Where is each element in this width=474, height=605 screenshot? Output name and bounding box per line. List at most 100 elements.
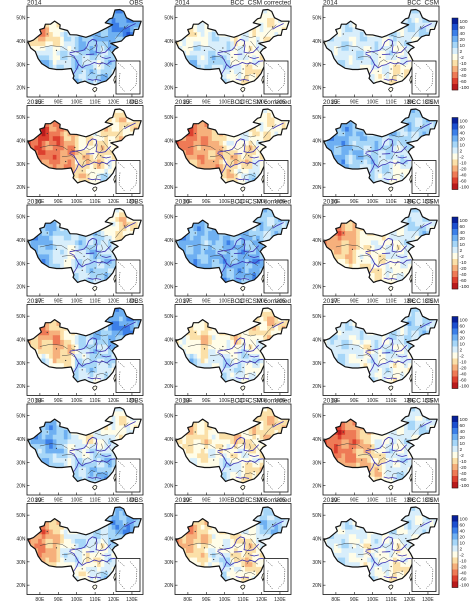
china-outline — [323, 307, 438, 384]
colorbar-swatch — [452, 147, 458, 154]
colorbar-swatch — [452, 533, 458, 540]
china-outline — [323, 406, 438, 484]
lon-tick-label: 130E — [274, 498, 286, 504]
lat-tick-label: 30N — [312, 261, 322, 267]
map-panel-2015-bcc-csm: 2015 BCC_CSM 50N 40N 30N 20N 80E 90E 100E 110E 120… — [312, 99, 440, 205]
lon-tick-label: 110E — [89, 597, 101, 603]
lat-tick-label: 20N — [312, 384, 322, 390]
south-china-sea-inset — [411, 359, 437, 393]
lon-tick-label: 80E — [183, 498, 193, 504]
colorbar-tick-label: -100 — [460, 483, 470, 489]
lon-tick-label: 90E — [54, 498, 64, 504]
lat-tick-label: 30N — [312, 361, 322, 367]
lon-tick-label: 90E — [54, 100, 64, 106]
colorbar-swatch — [452, 527, 458, 534]
lon-tick-label: 100E — [367, 100, 379, 106]
colorbar-swatch — [452, 334, 458, 341]
colorbar-swatch — [452, 141, 458, 148]
colorbar-tick-label: -20 — [460, 365, 467, 371]
lat-tick-label: 30N — [164, 162, 174, 168]
lon-tick-label: 90E — [202, 597, 212, 603]
lon-tick-label: 100E — [367, 597, 379, 603]
lat-tick-label: 30N — [312, 560, 322, 566]
lon-tick-label: 120E — [404, 100, 416, 106]
colorbar-swatch — [452, 346, 458, 353]
lon-tick-label: 120E — [256, 398, 268, 404]
colorbar-tick-label: 2 — [460, 248, 463, 254]
lon-tick-label: 120E — [404, 299, 416, 305]
lon-tick-label: 90E — [54, 299, 64, 305]
lon-tick-label: 80E — [183, 597, 193, 603]
colorbar-tick-label: -10 — [460, 558, 467, 564]
colorbar-swatch — [452, 223, 458, 230]
colorbar-tick-label: -10 — [460, 61, 467, 67]
colorbar-swatch — [452, 123, 458, 130]
colorbar-tick-label: -2 — [460, 254, 465, 260]
colorbar-tick-label: -10 — [460, 359, 467, 365]
lat-tick-label: 50N — [312, 215, 322, 221]
colorbar-swatch — [452, 247, 458, 254]
colorbar-tick-label: -20 — [460, 266, 467, 272]
colorbar-tick-label: 20 — [460, 435, 466, 441]
colorbar-swatch — [452, 271, 458, 278]
colorbar-tick-label: -20 — [460, 67, 467, 73]
lon-tick-label: 130E — [422, 100, 434, 106]
colorbar-tick-label: 20 — [460, 335, 466, 341]
lon-tick-label: 100E — [219, 199, 231, 205]
colorbar-tick-label: 10 — [460, 242, 466, 248]
china-outline — [27, 8, 142, 86]
colorbar-tick-label: 40 — [460, 31, 466, 37]
panel-year-label: 2018 — [175, 398, 190, 405]
lon-tick-label: 120E — [256, 299, 268, 305]
china-outline — [175, 406, 290, 484]
colorbar-tick-label: -60 — [460, 178, 467, 184]
colorbar-tick-label: -40 — [460, 172, 467, 178]
lat-tick-label: 40N — [312, 39, 322, 45]
lon-tick-label: 130E — [274, 597, 286, 603]
lon-tick-label: 110E — [237, 299, 249, 305]
china-outline — [323, 506, 438, 583]
colorbar-tick-label: -60 — [460, 278, 467, 284]
china-outline — [27, 307, 142, 384]
map-panel-2014-bcc-csm: 2014 BCC_CSM 50N 40N 30N 20N 80E 90E 100E 110E 120… — [312, 0, 440, 106]
panel-year-label: 2019 — [27, 497, 42, 504]
lon-tick-label: 130E — [274, 100, 286, 106]
lat-tick-label: 20N — [164, 285, 174, 291]
lon-tick-label: 100E — [367, 299, 379, 305]
lon-tick-label: 130E — [126, 398, 138, 404]
colorbar-swatch — [452, 48, 458, 55]
lon-tick-label: 110E — [89, 100, 101, 106]
colorbar-tick-label: 100 — [460, 317, 468, 323]
lat-tick-label: 30N — [312, 460, 322, 466]
lat-tick-label: 50N — [164, 314, 174, 320]
lon-tick-label: 120E — [256, 498, 268, 504]
colorbar-swatch — [452, 563, 458, 570]
colorbar-tick-label: 20 — [460, 236, 466, 242]
lat-tick-label: 20N — [312, 285, 322, 291]
south-china-sea-inset — [115, 259, 141, 294]
south-china-sea-inset — [115, 60, 141, 95]
colorbar-swatch — [452, 217, 458, 224]
panel-year-label: 2015 — [323, 99, 338, 106]
lat-tick-label: 40N — [312, 238, 322, 244]
lon-tick-label: 100E — [367, 398, 379, 404]
lon-tick-label: 120E — [108, 398, 120, 404]
colorbar-tick-label: 10 — [460, 441, 466, 447]
lon-tick-label: 80E — [35, 299, 45, 305]
lon-tick-label: 130E — [422, 299, 434, 305]
south-china-sea-inset — [411, 160, 437, 194]
china-outline — [323, 108, 438, 185]
south-china-sea-inset — [411, 259, 437, 294]
lat-tick-label: 20N — [312, 185, 322, 191]
lat-tick-label: 50N — [312, 414, 322, 420]
colorbar-swatch — [452, 470, 458, 477]
lon-tick-label: 120E — [404, 398, 416, 404]
colorbar-swatch — [452, 72, 458, 79]
colorbar-tick-label: -10 — [460, 160, 467, 166]
lon-tick-label: 90E — [202, 299, 212, 305]
colorbar-tick-label: 20 — [460, 37, 466, 43]
colorbar-swatch — [452, 364, 458, 371]
